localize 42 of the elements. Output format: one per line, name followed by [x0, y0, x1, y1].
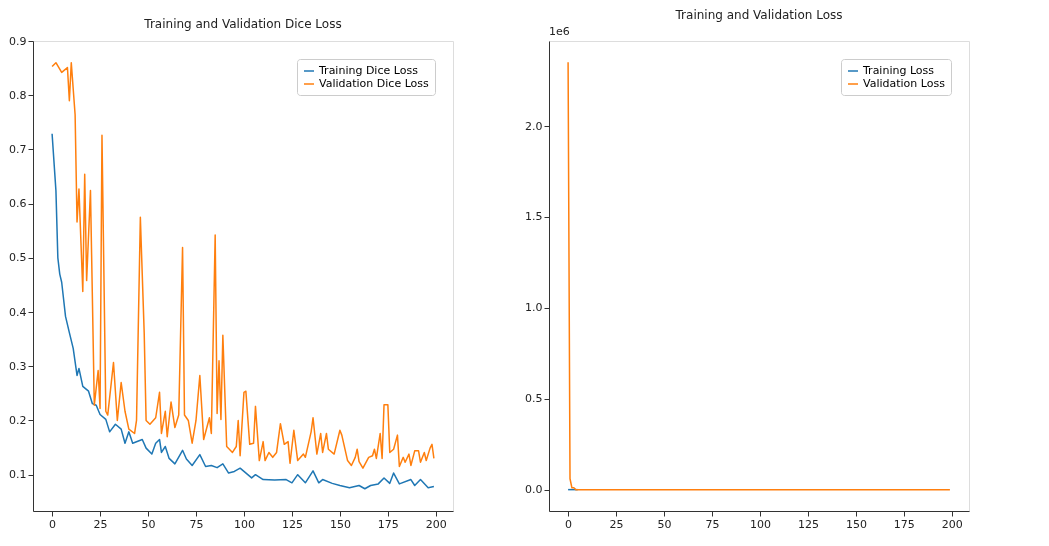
y-tick-label: 0.2 — [9, 413, 27, 427]
x-tick-label: 100 — [749, 517, 771, 531]
y-tick-label: 1.5 — [525, 210, 543, 224]
chart-title: Training and Validation Loss — [674, 8, 843, 22]
y-tick-label: 0.1 — [9, 468, 27, 482]
x-tick-label: 0 — [565, 517, 573, 531]
x-tick-label: 200 — [941, 517, 963, 531]
y-tick-label: 0.5 — [525, 392, 543, 406]
legend-label: Training Dice Loss — [318, 64, 419, 77]
x-tick-label: 200 — [425, 517, 447, 531]
line-series — [51, 132, 435, 490]
legend-label: Validation Loss — [863, 77, 946, 90]
y-tick-label: 0.6 — [9, 197, 27, 211]
y-tick-label: 0.5 — [9, 251, 27, 265]
y-tick-label: 0.0 — [525, 483, 543, 497]
x-tick-label: 75 — [705, 517, 720, 531]
y-tick-label: 0.8 — [9, 88, 27, 102]
y-tick-label: 0.7 — [9, 142, 27, 156]
x-tick-label: 0 — [49, 517, 57, 531]
x-tick-label: 75 — [189, 517, 204, 531]
x-tick-label: 50 — [141, 517, 156, 531]
y-tick-label: 0.9 — [9, 34, 27, 48]
x-tick-label: 175 — [893, 517, 915, 531]
line-series — [567, 61, 951, 491]
x-tick-label: 125 — [281, 517, 303, 531]
legend-label: Training Loss — [862, 64, 935, 77]
x-tick-label: 25 — [609, 517, 624, 531]
x-tick-label: 50 — [657, 517, 672, 531]
x-tick-label: 25 — [93, 517, 108, 531]
y-tick-label: 0.4 — [9, 305, 27, 319]
line-series — [51, 61, 435, 469]
x-tick-label: 150 — [329, 517, 351, 531]
x-tick-label: 175 — [377, 517, 399, 531]
y-tick-label: 0.3 — [9, 359, 27, 373]
y-tick-label: 1.0 — [525, 301, 543, 315]
x-tick-label: 125 — [797, 517, 819, 531]
y-tick-label: 2.0 — [525, 119, 543, 133]
x-tick-label: 150 — [845, 517, 867, 531]
text: 1e6 — [549, 25, 570, 38]
chart-title: Training and Validation Dice Loss — [143, 17, 342, 31]
x-tick-label: 100 — [233, 517, 255, 531]
legend-label: Validation Dice Loss — [319, 77, 430, 90]
